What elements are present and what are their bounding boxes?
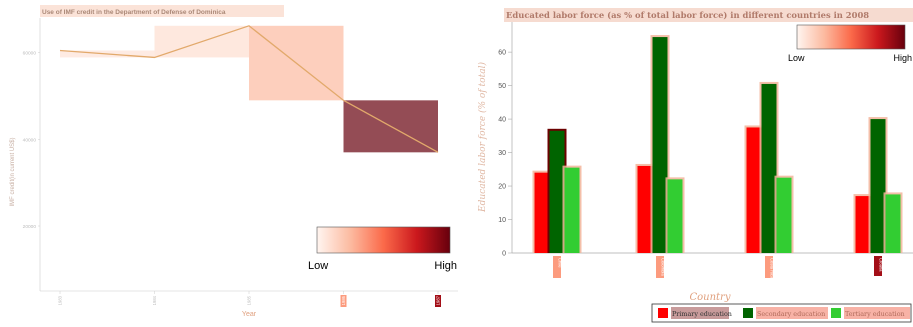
left-chart-title: Use of IMF credit in the Department of D… <box>42 9 226 16</box>
right-x-tick-highlight <box>874 256 882 276</box>
right-y-axis-label: Educated labor force (% of total) <box>477 62 488 213</box>
legend-swatch <box>743 308 753 318</box>
legend-label-background <box>844 307 910 319</box>
left-series-line <box>59 25 439 153</box>
legend-label: Primary education <box>672 310 732 318</box>
bar <box>776 177 792 253</box>
bar <box>534 172 550 253</box>
left-y-tick-label: 40000 <box>23 137 37 143</box>
bar <box>667 179 683 253</box>
left-legend-high-label: High <box>434 260 457 272</box>
legend-label: Secondary education <box>757 310 825 318</box>
labor-force-chart: Educated labor force (as % of total labo… <box>477 8 913 323</box>
legend-label-background <box>671 307 729 319</box>
bar <box>761 83 777 253</box>
left-x-tick-highlight <box>435 295 441 307</box>
bar <box>652 37 668 253</box>
labor-force-chart-panel: Educated labor force (as % of total labo… <box>470 0 913 327</box>
bar <box>870 119 886 253</box>
right-x-tick-label: Costa Rica <box>770 258 775 279</box>
left-x-tick-highlight <box>340 295 347 307</box>
right-x-axis-label: Country <box>689 292 730 303</box>
right-y-tick-label: 50 <box>498 83 506 90</box>
bar <box>637 165 653 253</box>
bar <box>746 127 762 253</box>
imf-credit-chart-panel: Use of IMF credit in the Department of D… <box>10 5 458 318</box>
right-x-tick-label: Colombia <box>661 258 666 276</box>
right-bars <box>532 35 903 253</box>
right-series-legend: Primary education Secondary education Tert… <box>651 303 912 323</box>
left-y-axis-label: IMF credit(in current US$) <box>10 137 16 206</box>
right-y-tick-label: 0 <box>502 251 506 258</box>
left-x-axis-label: Year <box>242 311 257 318</box>
left-x-tick-label: 1986 <box>341 295 346 305</box>
left-heat-cells <box>60 25 438 153</box>
left-x-tick-label: 1985 <box>247 295 252 305</box>
bar <box>855 196 871 253</box>
right-y-tick-label: 40 <box>498 117 506 124</box>
right-color-legend: Low High <box>788 24 912 63</box>
right-x-tick-label: Croatia <box>879 258 884 272</box>
left-color-legend: Low High <box>308 226 457 272</box>
left-y-tick-label: 60000 <box>23 51 37 57</box>
right-x-tick-highlight <box>656 256 664 278</box>
left-title-background <box>40 5 284 17</box>
left-legend-gradient <box>316 226 451 254</box>
right-x-ticks: Chile Colombia Costa Rica Croatia <box>553 256 884 279</box>
left-x-tick-label: 1987 <box>436 295 441 305</box>
legend-label: Tertiary education <box>845 310 905 318</box>
right-y-ticks: 0 10 20 30 40 50 60 <box>498 50 512 258</box>
left-x-tick-label: 1984 <box>152 295 157 305</box>
left-y-tick-label: 20000 <box>23 224 37 230</box>
left-x-ticks: 1983 1984 1985 1986 1987 <box>58 291 441 307</box>
right-chart-title: Educated labor force (as % of total labo… <box>506 10 869 20</box>
right-x-tick-highlight <box>765 256 773 278</box>
right-legend-high-label: High <box>893 53 912 63</box>
right-x-tick-label: Chile <box>558 258 563 268</box>
right-x-tick-highlight <box>553 256 561 278</box>
legend-swatch <box>831 308 841 318</box>
bar <box>885 194 901 253</box>
imf-credit-chart: Use of IMF credit in the Department of D… <box>10 5 458 318</box>
right-y-tick-label: 20 <box>498 184 506 191</box>
bar <box>564 167 580 253</box>
right-y-tick-label: 10 <box>498 217 506 224</box>
left-x-tick-label: 1983 <box>58 295 63 305</box>
left-y-ticks: 20000 40000 60000 <box>23 51 40 230</box>
right-y-tick-label: 30 <box>498 150 506 157</box>
right-title-background <box>504 8 913 22</box>
bar <box>549 130 565 253</box>
legend-label-background <box>756 307 828 319</box>
left-legend-low-label: Low <box>308 260 328 272</box>
right-legend-gradient <box>796 24 906 50</box>
legend-swatch <box>658 308 668 318</box>
right-y-tick-label: 60 <box>498 50 506 57</box>
right-legend-low-label: Low <box>788 53 805 63</box>
